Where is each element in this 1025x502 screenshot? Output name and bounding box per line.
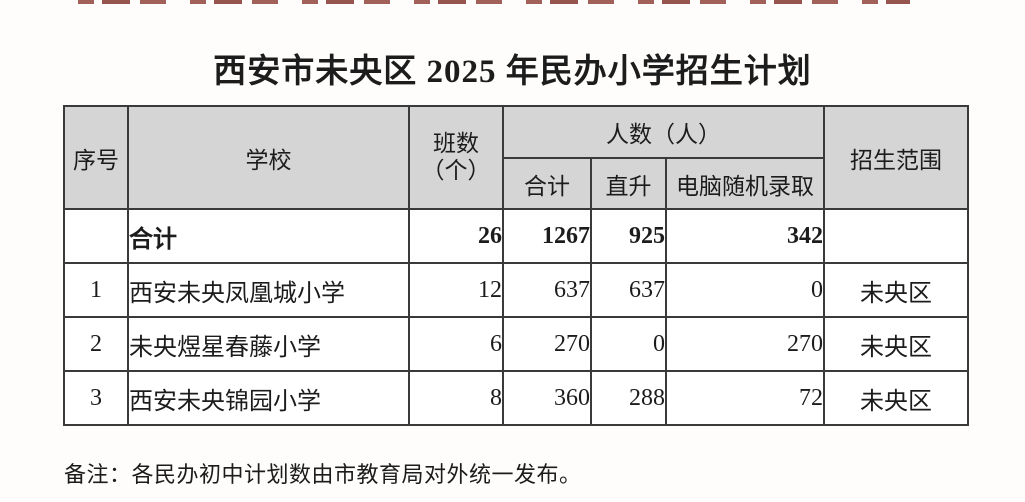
cell-scope: 未央区 [823,262,969,318]
cell-total: 270 [502,316,592,372]
cell-computer: 0 [665,262,825,318]
cell-scope: 未央区 [823,370,969,426]
header-classes: 班数 （个） [408,105,504,210]
cell-scope [823,208,969,264]
cell-seq: 3 [63,370,129,426]
clipped-top-text-fragments [78,0,910,4]
cell-direct: 925 [590,208,667,264]
header-school: 学校 [127,105,410,210]
cell-classes: 8 [408,370,504,426]
header-sub-direct: 直升 [590,157,667,210]
header-scope: 招生范围 [823,105,969,210]
table-row: 1 西安未央凤凰城小学 12 637 637 0 未央区 [63,262,969,318]
cell-classes: 12 [408,262,504,318]
enrollment-plan-table: 序号 学校 班数 （个） 人数（人） 招生范围 合计 直升 电脑随机录取 合计 … [63,105,969,426]
cell-school: 未央煜星春藤小学 [127,316,410,372]
cell-total: 637 [502,262,592,318]
header-classes-line1: 班数 [433,131,479,157]
footer-note: 备注：各民办初中计划数由市教育局对外统一发布。 [64,462,582,487]
header-students-group: 人数（人） [502,105,825,159]
header-classes-line2: （个） [421,157,491,183]
table-row: 2 未央煜星春藤小学 6 270 0 270 未央区 [63,316,969,372]
header-row-2: 合计 直升 电脑随机录取 [64,157,968,210]
cell-school: 西安未央凤凰城小学 [127,262,410,318]
cell-seq [63,208,129,264]
cell-seq: 1 [63,262,129,318]
header-sub-computer: 电脑随机录取 [665,157,825,210]
cell-school: 西安未央锦园小学 [127,370,410,426]
cell-school: 合计 [127,208,410,264]
cell-total: 360 [502,370,592,426]
cell-direct: 0 [590,316,667,372]
cell-classes: 6 [408,316,504,372]
header-row-1: 序号 学校 班数 （个） 人数（人） 招生范围 [63,105,969,210]
cell-seq: 2 [63,316,129,372]
cell-classes: 26 [408,208,504,264]
cell-computer: 342 [665,208,825,264]
header-seq: 序号 [63,105,129,210]
cell-direct: 288 [590,370,667,426]
cell-computer: 72 [665,370,825,426]
table-row-summary: 合计 26 1267 925 342 [63,208,969,264]
cell-total: 1267 [502,208,592,264]
cell-computer: 270 [665,316,825,372]
cell-scope: 未央区 [823,316,969,372]
page-title: 西安市未央区 2025 年民办小学招生计划 [213,54,812,90]
table-row: 3 西安未央锦园小学 8 360 288 72 未央区 [63,370,969,426]
cell-direct: 637 [590,262,667,318]
header-sub-total: 合计 [502,157,592,210]
